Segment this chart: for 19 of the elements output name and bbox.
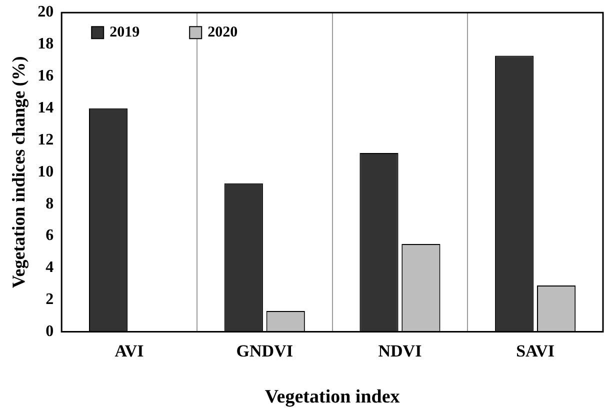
y-tick-label: 10 <box>38 163 54 180</box>
x-axis-title: Vegetation index <box>264 386 400 408</box>
x-tick-label: AVI <box>114 341 144 360</box>
x-tick-label: NDVI <box>378 341 422 360</box>
y-tick-label: 8 <box>46 195 54 212</box>
y-tick-label: 16 <box>38 68 54 85</box>
x-tick-label: GNDVI <box>236 341 294 360</box>
y-tick-label: 18 <box>38 36 54 53</box>
y-tick-label: 6 <box>46 227 54 244</box>
y-tick-label: 0 <box>46 322 54 340</box>
y-tick-label: 20 <box>38 4 54 21</box>
y-tick-label: 12 <box>38 131 54 148</box>
y-axis-title: Vegetation indices change (%) <box>8 56 28 288</box>
y-tick-label: 14 <box>38 100 54 116</box>
y-tick-label: 4 <box>46 259 54 276</box>
y-tick-label: 2 <box>46 291 54 308</box>
x-tick-label: SAVI <box>516 341 555 360</box>
legend-label: 2020 <box>208 24 238 40</box>
legend-label: 2019 <box>110 24 140 40</box>
